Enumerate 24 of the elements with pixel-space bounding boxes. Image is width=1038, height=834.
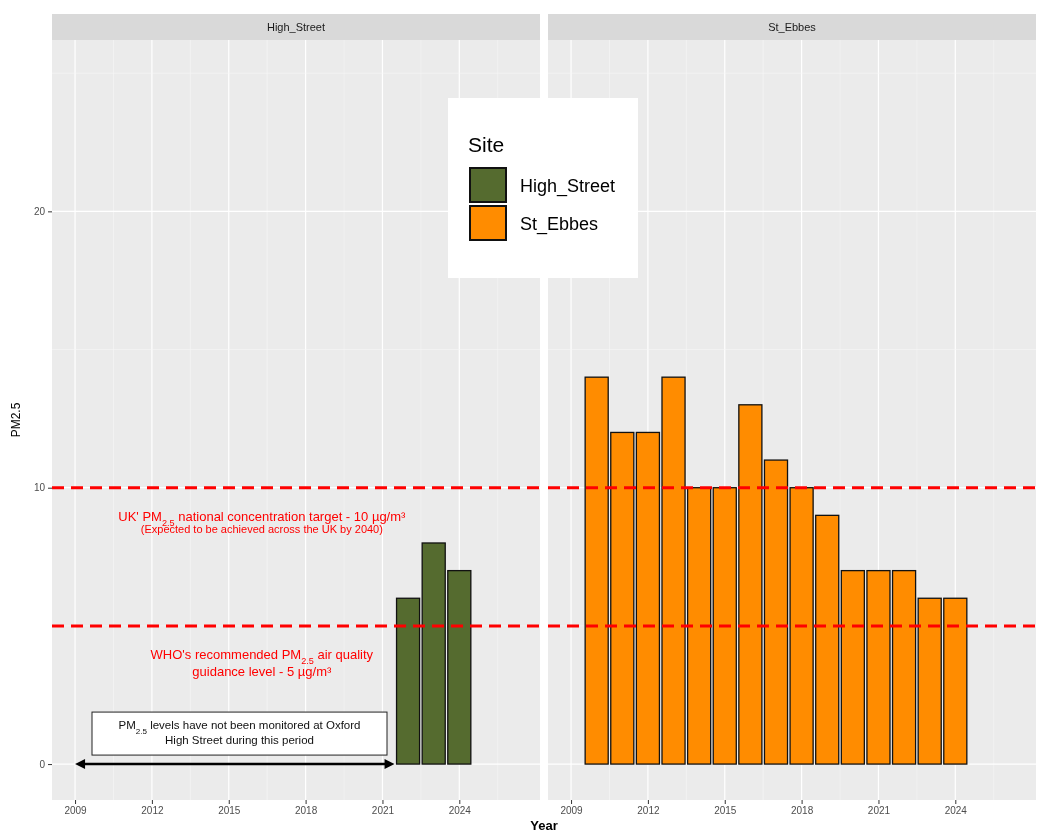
x-tick-label: 2015 — [714, 805, 737, 817]
x-tick-label: 2021 — [867, 805, 891, 817]
x-tick-label: 2012 — [637, 805, 660, 817]
x-tick-label: 2009 — [64, 805, 88, 817]
y-tick-label: 0 — [39, 758, 46, 770]
x-tick-label: 2021 — [371, 805, 395, 817]
chart-title: High_Street — [266, 21, 326, 33]
annotation: PM$_{2.5}$ levels have not been monitored at Oxford High Street during this period — [118, 719, 361, 747]
legend-label: St_Ebbes — [520, 214, 599, 235]
legend-title: Site — [468, 133, 505, 156]
x-tick-label: 2018 — [294, 805, 318, 817]
y-tick-label: 20 — [33, 206, 46, 218]
x-tick-label: 2015 — [218, 805, 241, 817]
x-tick-label: 2024 — [944, 805, 968, 817]
x-tick-label: 2012 — [141, 805, 164, 817]
y-tick-label: 10 — [33, 482, 46, 494]
x-tick-label: 2024 — [448, 805, 472, 817]
y-axis-title: PM2.5 — [9, 402, 23, 438]
legend-label: High_Street — [520, 176, 616, 197]
x-axis-title: Year — [530, 818, 558, 833]
x-tick-label: 2018 — [790, 805, 814, 817]
x-tick-label: 2009 — [560, 805, 584, 817]
chart-title: St_Ebbes — [768, 21, 817, 33]
ref-line-label: WHO's recommended PM$_{2.5}$ air quality guidance level - 5 µg/m³ — [150, 646, 374, 679]
